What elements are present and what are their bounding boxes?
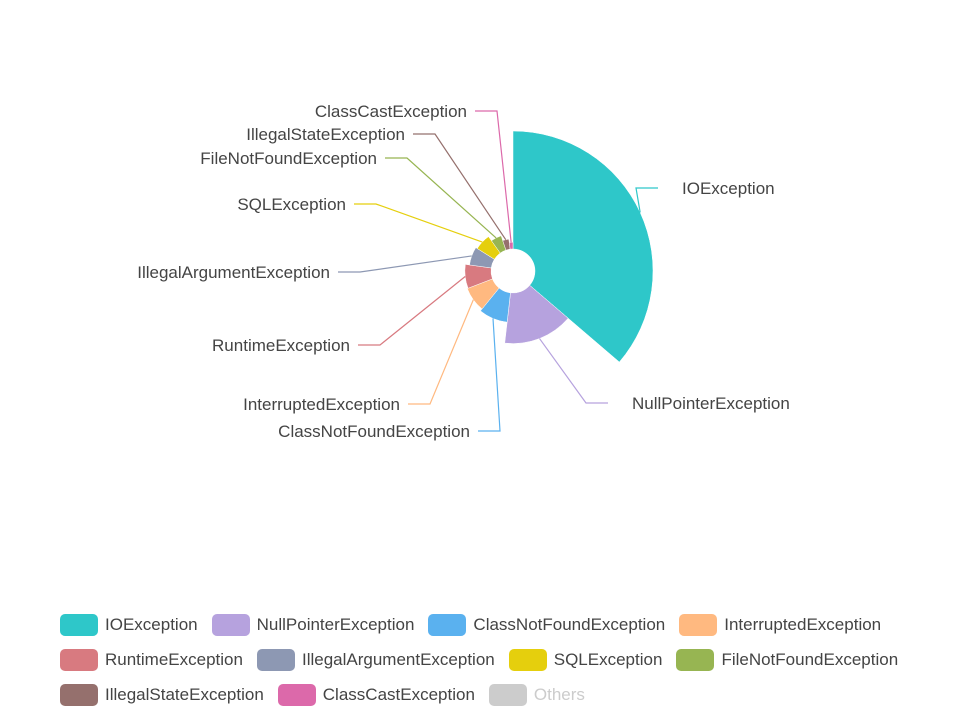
legend-item-nullpointerexception[interactable]: NullPointerException (211, 613, 415, 636)
legend-row: IllegalStateException ClassCastException O… (60, 677, 970, 712)
legend-label: Others (533, 684, 585, 704)
legend-label: FileNotFoundException (721, 649, 899, 669)
legend-swatch (508, 648, 547, 671)
slice-label-filenotfoundexception: FileNotFoundException (200, 149, 377, 168)
slice-label-sqlexception: SQLException (237, 195, 346, 214)
leader-line-filenotfoundexception (385, 157, 497, 239)
legend-item-sqlexception[interactable]: SQLException (508, 648, 663, 671)
slice-label-nullpointerexception: NullPointerException (632, 394, 790, 413)
leader-line-classcastexception (475, 110, 512, 243)
slice-nullpointerexception[interactable] (504, 284, 569, 344)
leader-line-ioexception (635, 187, 658, 213)
leader-line-illegalargumentexception (338, 255, 472, 273)
legend-label: IllegalArgumentException (301, 649, 495, 669)
legend-label: IllegalStateException (105, 684, 264, 704)
slice-label-illegalargumentexception: IllegalArgumentException (137, 263, 330, 282)
legend-item-filenotfoundexception[interactable]: FileNotFoundException (676, 648, 899, 671)
slice-label-classcastexception: ClassCastException (315, 102, 467, 121)
leader-line-illegalstateexception (413, 133, 507, 241)
legend-item-runtimeexception[interactable]: RuntimeException (60, 648, 243, 671)
legend-swatch (428, 613, 467, 636)
slice-classcastexception[interactable] (508, 242, 514, 250)
leader-line-nullpointerexception (539, 338, 608, 404)
legend-swatch (676, 648, 715, 671)
legend-label: ClassNotFoundException (473, 614, 666, 634)
legend-item-illegalargumentexception[interactable]: IllegalArgumentException (256, 648, 495, 671)
leader-line-sqlexception (354, 203, 483, 243)
slice-label-ioexception: IOException (682, 179, 775, 198)
slice-ioexception[interactable] (512, 130, 654, 363)
legend-label: RuntimeException (105, 649, 243, 669)
slice-interruptedexception[interactable] (466, 278, 500, 310)
legend-label: ClassCastException (322, 684, 475, 704)
leader-line-classnotfoundexception (478, 318, 501, 432)
legend-swatch (277, 683, 316, 706)
legend-swatch (488, 683, 527, 706)
slice-label-runtimeexception: RuntimeException (212, 336, 350, 355)
legend-label: SQLException (553, 649, 663, 669)
legend-item-others[interactable]: Others (488, 683, 585, 706)
legend-swatch (60, 613, 98, 636)
slice-illegalstateexception[interactable] (502, 238, 511, 251)
slice-runtimeexception[interactable] (464, 264, 493, 289)
legend-row: IOException NullPointerException ClassNotF… (60, 607, 970, 642)
legend-swatch (679, 613, 718, 636)
slice-classnotfoundexception[interactable] (480, 287, 511, 323)
legend-label: NullPointerException (256, 614, 415, 634)
legend-swatch (60, 648, 98, 671)
legend-row: RuntimeException IllegalArgumentException… (60, 642, 970, 677)
legend-item-classnotfoundexception[interactable]: ClassNotFoundException (428, 613, 666, 636)
legend-item-ioexception[interactable]: IOException (60, 613, 198, 636)
chart-legend: IOException NullPointerException ClassNotF… (60, 607, 970, 712)
leader-line-runtimeexception (358, 276, 466, 346)
legend-swatch (211, 613, 250, 636)
leader-line-interruptedexception (408, 299, 474, 405)
slice-label-classnotfoundexception: ClassNotFoundException (278, 422, 470, 441)
slice-sqlexception[interactable] (476, 236, 501, 260)
slice-label-illegalstateexception: IllegalStateException (246, 125, 405, 144)
legend-swatch (60, 683, 98, 706)
legend-item-illegalstateexception[interactable]: IllegalStateException (60, 683, 264, 706)
slice-filenotfoundexception[interactable] (491, 235, 507, 254)
legend-label: IOException (105, 614, 198, 634)
legend-item-interruptedexception[interactable]: InterruptedException (679, 613, 882, 636)
legend-item-classcastexception[interactable]: ClassCastException (277, 683, 475, 706)
legend-label: InterruptedException (724, 614, 882, 634)
legend-swatch (256, 648, 295, 671)
slice-label-interruptedexception: InterruptedException (243, 395, 400, 414)
slice-illegalargumentexception[interactable] (469, 247, 495, 269)
